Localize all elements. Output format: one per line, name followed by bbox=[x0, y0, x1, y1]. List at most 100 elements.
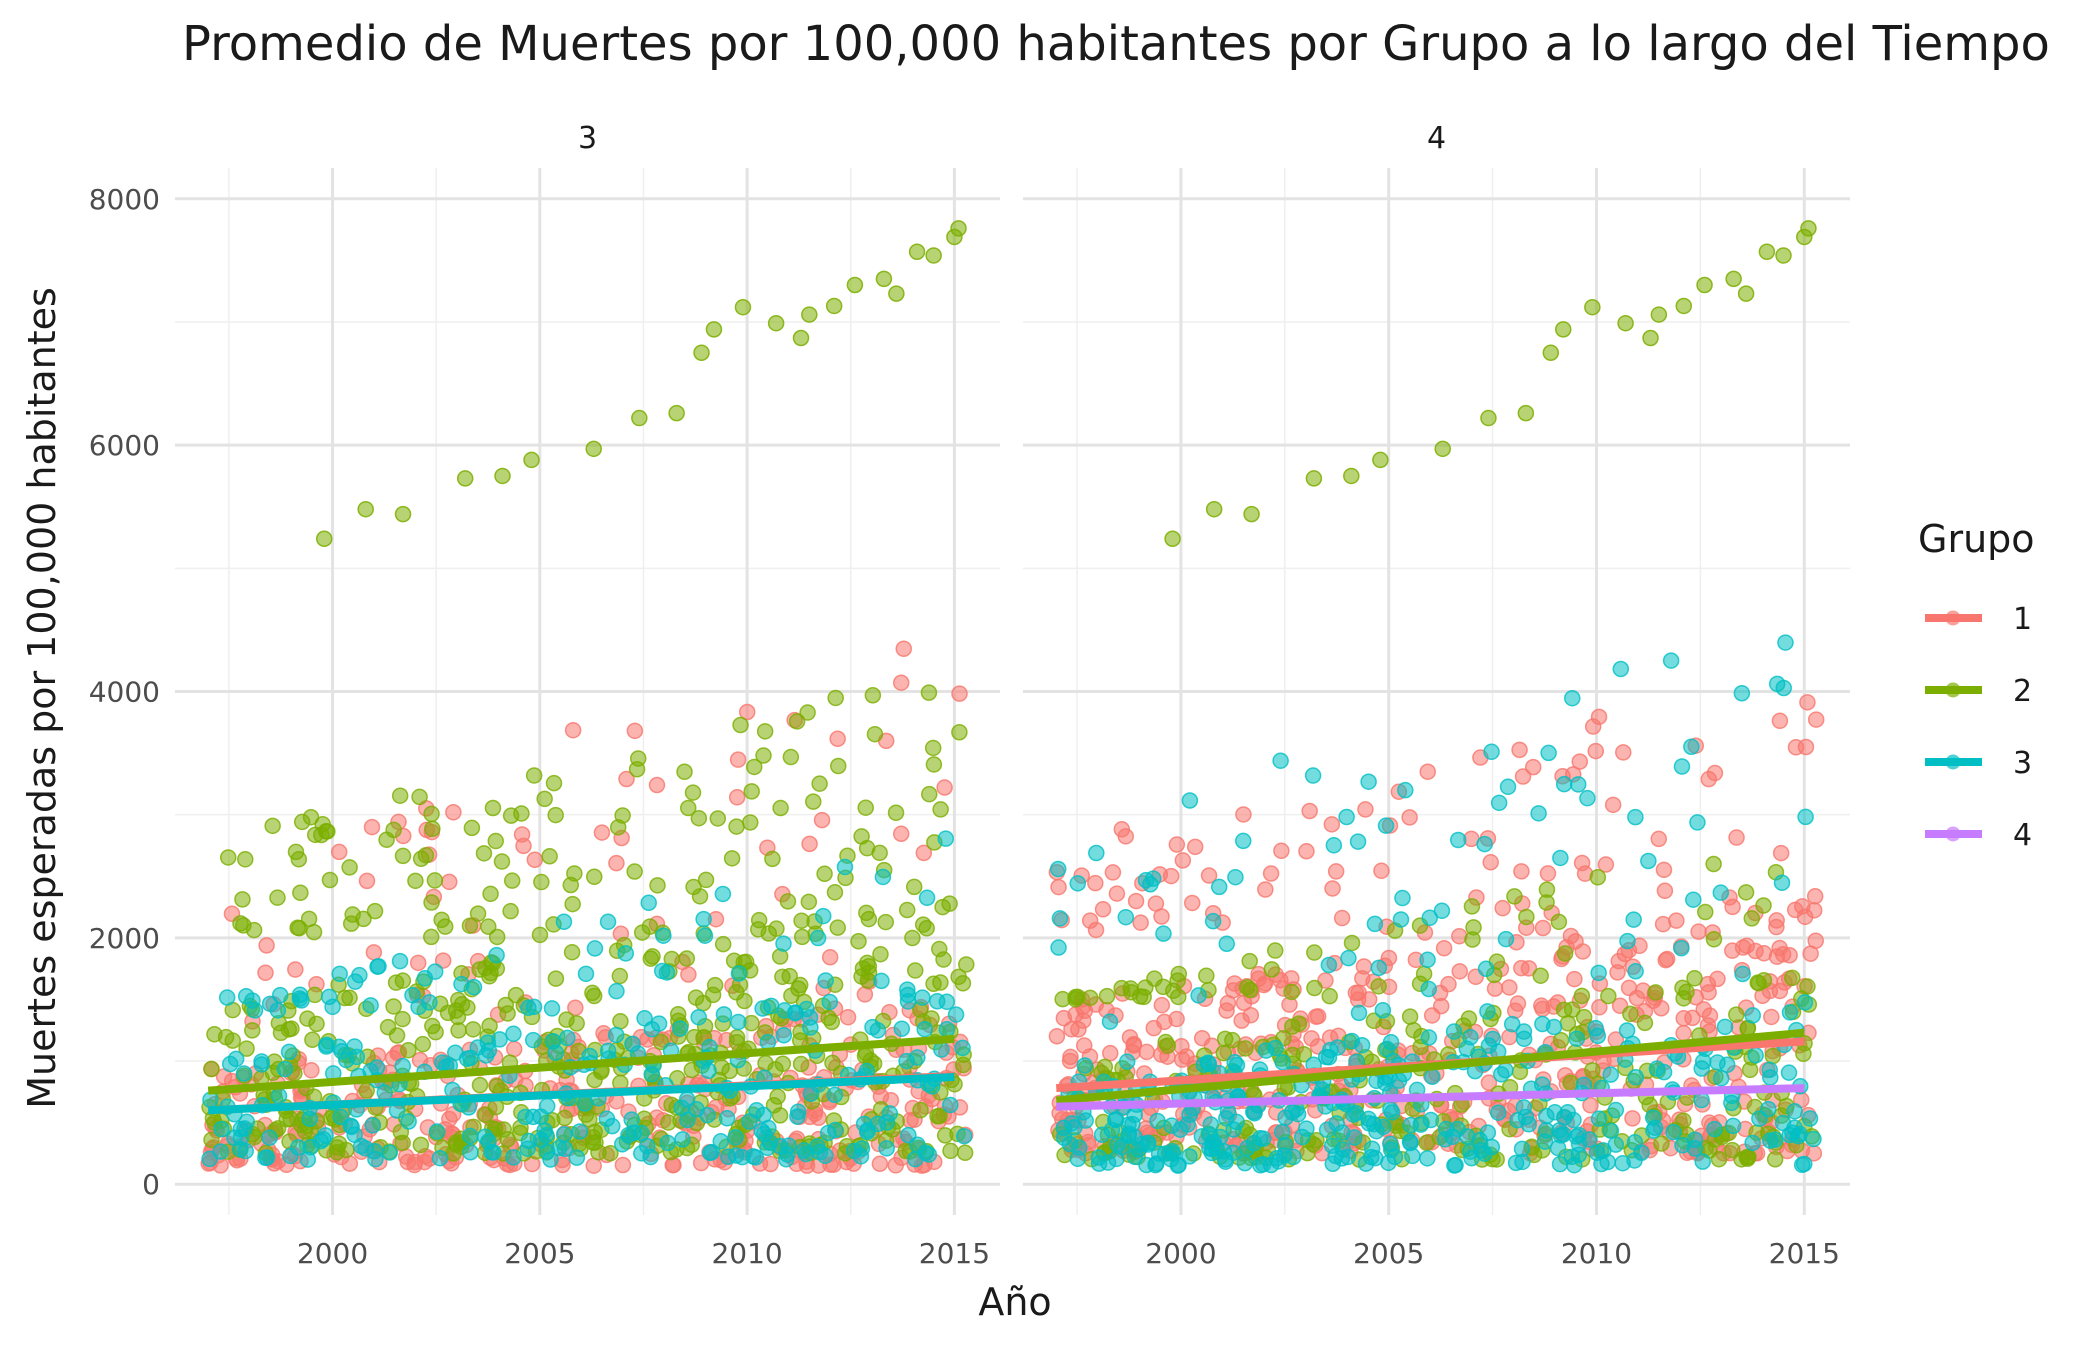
scatter-point bbox=[1603, 1067, 1618, 1082]
scatter-point bbox=[238, 852, 253, 867]
scatter-point bbox=[1371, 979, 1386, 994]
scatter-point bbox=[543, 1152, 558, 1167]
scatter-point bbox=[942, 896, 957, 911]
scatter-point bbox=[332, 844, 347, 859]
outlier-point bbox=[317, 531, 332, 546]
scatter-point bbox=[344, 1119, 359, 1134]
scatter-point bbox=[627, 864, 642, 879]
scatter-point bbox=[1051, 940, 1066, 955]
scatter-point bbox=[872, 1156, 887, 1171]
scatter-point bbox=[841, 1010, 856, 1025]
scatter-point bbox=[1088, 876, 1103, 891]
scatter-point bbox=[1306, 768, 1321, 783]
scatter-point bbox=[1591, 965, 1606, 980]
outlier-point bbox=[632, 411, 647, 426]
scatter-point bbox=[791, 1104, 806, 1119]
scatter-point bbox=[557, 1127, 572, 1142]
scatter-point bbox=[332, 966, 347, 981]
scatter-point bbox=[878, 915, 893, 930]
outlier-point bbox=[735, 300, 750, 315]
scatter-point bbox=[1498, 932, 1513, 947]
scatter-point bbox=[879, 1115, 894, 1130]
y-tick-label: 2000 bbox=[89, 922, 160, 955]
scatter-point bbox=[293, 885, 308, 900]
scatter-point bbox=[827, 1087, 842, 1102]
scatter-point bbox=[710, 811, 725, 826]
scatter-point bbox=[1491, 1105, 1506, 1120]
scatter-point bbox=[1557, 777, 1572, 792]
scatter-point bbox=[1687, 1141, 1702, 1156]
scatter-point bbox=[631, 751, 646, 766]
scatter-point bbox=[352, 968, 367, 983]
scatter-point bbox=[556, 914, 571, 929]
scatter-point bbox=[1326, 838, 1341, 853]
scatter-point bbox=[560, 1030, 575, 1045]
scatter-point bbox=[500, 1006, 515, 1021]
scatter-point bbox=[408, 873, 423, 888]
scatter-point bbox=[1795, 1157, 1810, 1172]
scatter-point bbox=[225, 1033, 240, 1048]
scatter-point bbox=[1495, 901, 1510, 916]
scatter-point bbox=[618, 946, 633, 961]
scatter-point bbox=[1136, 989, 1151, 1004]
scatter-point bbox=[438, 919, 453, 934]
scatter-point bbox=[1590, 870, 1605, 885]
scatter-point bbox=[368, 1152, 383, 1167]
scatter-point bbox=[680, 1092, 695, 1107]
x-tick-label: 2005 bbox=[1353, 1237, 1424, 1270]
scatter-point bbox=[365, 1118, 380, 1133]
scatter-point bbox=[802, 836, 817, 851]
scatter-point bbox=[1365, 1141, 1380, 1156]
scatter-point bbox=[1361, 1116, 1376, 1131]
scatter-point bbox=[415, 1037, 430, 1052]
scatter-point bbox=[1329, 864, 1344, 879]
scatter-point bbox=[1420, 764, 1435, 779]
scatter-point bbox=[1441, 977, 1456, 992]
scatter-point bbox=[566, 723, 581, 738]
scatter-point bbox=[703, 1145, 718, 1160]
scatter-point bbox=[521, 1000, 536, 1015]
scatter-point bbox=[687, 1030, 702, 1045]
scatter-point bbox=[342, 860, 357, 875]
scatter-point bbox=[910, 1050, 925, 1065]
scatter-point bbox=[1103, 1014, 1118, 1029]
scatter-point bbox=[720, 1111, 735, 1126]
scatter-point bbox=[521, 1134, 536, 1149]
scatter-point bbox=[488, 1100, 503, 1115]
outlier-point bbox=[876, 271, 891, 286]
scatter-point bbox=[1253, 1158, 1268, 1173]
scatter-point bbox=[273, 988, 288, 1003]
scatter-point bbox=[279, 1112, 294, 1127]
scatter-point bbox=[660, 1135, 675, 1150]
scatter-point bbox=[364, 820, 379, 835]
scatter-point bbox=[1323, 1042, 1338, 1057]
facet-panels: 32000 2005 2010 20150200040006000800042000 2… bbox=[89, 121, 1850, 1270]
scatter-point bbox=[1347, 1130, 1362, 1145]
scatter-point bbox=[1763, 1070, 1778, 1085]
scatter-point bbox=[817, 866, 832, 881]
outlier-point bbox=[1739, 286, 1754, 301]
scatter-point bbox=[1571, 777, 1586, 792]
scatter-point bbox=[1070, 1151, 1085, 1166]
scatter-point bbox=[1225, 1033, 1240, 1048]
scatter-point bbox=[1745, 1135, 1760, 1150]
scatter-point bbox=[1203, 1117, 1218, 1132]
scatter-point bbox=[1204, 1146, 1219, 1161]
scatter-point bbox=[713, 1134, 728, 1149]
scatter-point bbox=[507, 1042, 522, 1057]
scatter-point bbox=[765, 851, 780, 866]
scatter-point bbox=[1376, 1119, 1391, 1134]
facet-strip-label: 4 bbox=[1427, 121, 1446, 156]
scatter-point bbox=[1237, 1156, 1252, 1171]
scatter-point bbox=[1798, 809, 1813, 824]
scatter-point bbox=[1706, 932, 1721, 947]
scatter-point bbox=[1452, 964, 1467, 979]
scatter-point bbox=[1238, 1041, 1253, 1056]
scatter-point bbox=[1199, 968, 1214, 983]
scatter-point bbox=[1628, 810, 1643, 825]
scatter-point bbox=[1729, 830, 1744, 845]
scatter-point bbox=[943, 1143, 958, 1158]
scatter-point bbox=[821, 1010, 836, 1025]
scatter-point bbox=[937, 780, 952, 795]
scatter-point bbox=[673, 1021, 688, 1036]
